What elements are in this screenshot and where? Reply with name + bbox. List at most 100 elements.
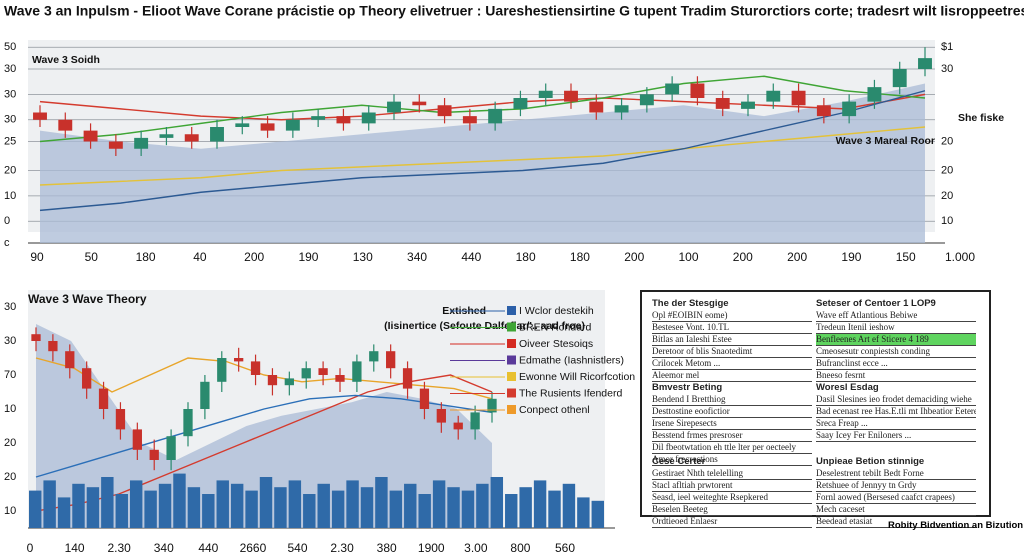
x-tick-label: 200	[733, 250, 753, 264]
candle-body	[361, 112, 376, 124]
x-tick-label: 2660	[240, 541, 267, 555]
candle-body	[715, 98, 730, 109]
volume-bar	[144, 490, 157, 528]
section-line: Crilocek Metom ...	[652, 358, 812, 370]
footer: Robity Bidvention an Bizution	[888, 520, 1024, 531]
trend-line	[35, 394, 493, 478]
panel-section: Unpieae Betion stinnige Deselestrent tebi…	[816, 456, 976, 528]
section-line: Aleemor mel	[652, 370, 812, 382]
volume-bar	[404, 483, 417, 528]
volume-bar	[259, 477, 273, 528]
section-line: Irsene Sirepesects	[652, 418, 812, 430]
section-line: Dasil Slesines ieo frodet demaciding wie…	[816, 394, 976, 406]
candle-body	[639, 94, 654, 106]
section-line: Beselen Beeteg	[652, 504, 812, 516]
y2-tick-label: 20	[941, 164, 953, 176]
annotation: (Iisinertice (Sefoute Dalfeflar/'.. aad …	[384, 320, 585, 332]
volume-bar	[216, 480, 229, 528]
legend-label: BREN Rondard	[519, 321, 592, 333]
volume-bar	[317, 483, 330, 528]
volume-bar	[519, 487, 532, 528]
candle-body	[564, 90, 578, 102]
candle-body	[284, 378, 294, 386]
y-tick-label: 20	[4, 437, 16, 449]
volume-bar	[447, 487, 460, 528]
legend-swatch	[507, 355, 516, 365]
y2-tick-label: 20	[941, 190, 953, 202]
volume-bar	[173, 473, 186, 528]
legend-swatch	[507, 339, 516, 348]
section-title: Unpieae Betion stinnige	[816, 456, 925, 467]
volume-bar	[115, 494, 128, 528]
candle-body	[419, 388, 430, 409]
legend-label: The Rusients Ifenderd	[519, 387, 622, 399]
volume-bar	[346, 480, 359, 528]
y-tick-label: 30	[4, 301, 16, 313]
area	[40, 83, 925, 243]
candle-body	[614, 105, 629, 113]
candle-body	[183, 409, 193, 437]
volume-bar	[591, 500, 604, 528]
volume-bar	[533, 480, 547, 528]
section-line: Bneeso fesrnt	[816, 370, 976, 382]
x-tick-label: 50	[85, 250, 99, 264]
candle-body	[741, 101, 755, 109]
x-tick-label: 440	[198, 541, 218, 555]
y-tick-label: 50	[4, 41, 16, 53]
chart-title: Wave 3 an Inpulsm - Elioot Wave Corane p…	[4, 3, 1024, 19]
annotation: Wave 3 Soidh	[32, 54, 100, 66]
y-tick-label: c	[4, 237, 10, 249]
section-title: Seteser of Centoer 1 LOP9	[816, 298, 936, 309]
candle-body	[217, 358, 227, 382]
candle-body	[791, 90, 806, 106]
panel-section: Woresl Esdag Dasil Slesines ieo frodet de…	[816, 382, 976, 442]
volume-bar	[375, 477, 388, 528]
candle-body	[132, 429, 142, 450]
candle-body	[335, 375, 345, 382]
x-tick-label: 190	[298, 250, 318, 264]
section-line: Bad ecenast ree Has.E.tli mt Ihbeatior E…	[816, 406, 976, 418]
volume-bar	[43, 480, 56, 528]
candle-body	[892, 69, 907, 88]
x-tick-label: 200	[787, 250, 807, 264]
candle-body	[82, 368, 92, 389]
section-line: Deselestrent tebilt Bedt Forne	[816, 468, 976, 480]
candle-body	[690, 83, 705, 98]
volume-bar	[360, 487, 374, 528]
x-tick-label: 200	[244, 250, 264, 264]
candle-body	[369, 351, 379, 362]
section-line: Bestesee Vont. 10.TL	[652, 322, 812, 334]
candle-body	[58, 119, 73, 131]
candle-body	[437, 105, 452, 117]
candle-body	[766, 90, 781, 102]
candle-body	[470, 412, 480, 430]
volume-bar	[303, 494, 316, 528]
trend-line	[39, 75, 926, 143]
y-tick-label: 20	[4, 471, 16, 483]
section-line: Retshuee of Jennyy tn Grdy	[816, 480, 976, 492]
section-line: Dil fbeotwtation eh ttle lter per oectee…	[652, 442, 812, 454]
candle-body	[184, 134, 199, 142]
y2-tick-label: 10	[941, 215, 953, 227]
volume-bar	[432, 480, 446, 528]
x-tick-label: 340	[154, 541, 174, 555]
x-tick-label: 180	[136, 250, 156, 264]
volume-bar	[230, 483, 244, 528]
section-line: Fornl aowed (Bersesed caafct crapees)	[816, 492, 976, 504]
candle-body	[260, 123, 275, 131]
legend-label: Edmathe (Iashnistlers)	[519, 354, 624, 366]
trend-line	[39, 90, 926, 212]
x-tick-label: 1900	[418, 541, 445, 555]
panel-section: Cese Certer Gestiraet Nhth telelelling Sta…	[652, 456, 812, 528]
legend-swatch	[507, 405, 516, 414]
section-line: Cmeosesutr conpiestsh conding	[816, 346, 976, 358]
volume-bar	[577, 497, 590, 528]
annotation: Wave 3 Mareal Roor	[836, 135, 935, 147]
candle-body	[234, 358, 244, 362]
y-tick-label: 30	[4, 88, 16, 100]
candle-body	[48, 341, 58, 352]
candle-body	[336, 116, 351, 124]
candle-body	[453, 422, 463, 430]
candle-body	[412, 101, 427, 106]
